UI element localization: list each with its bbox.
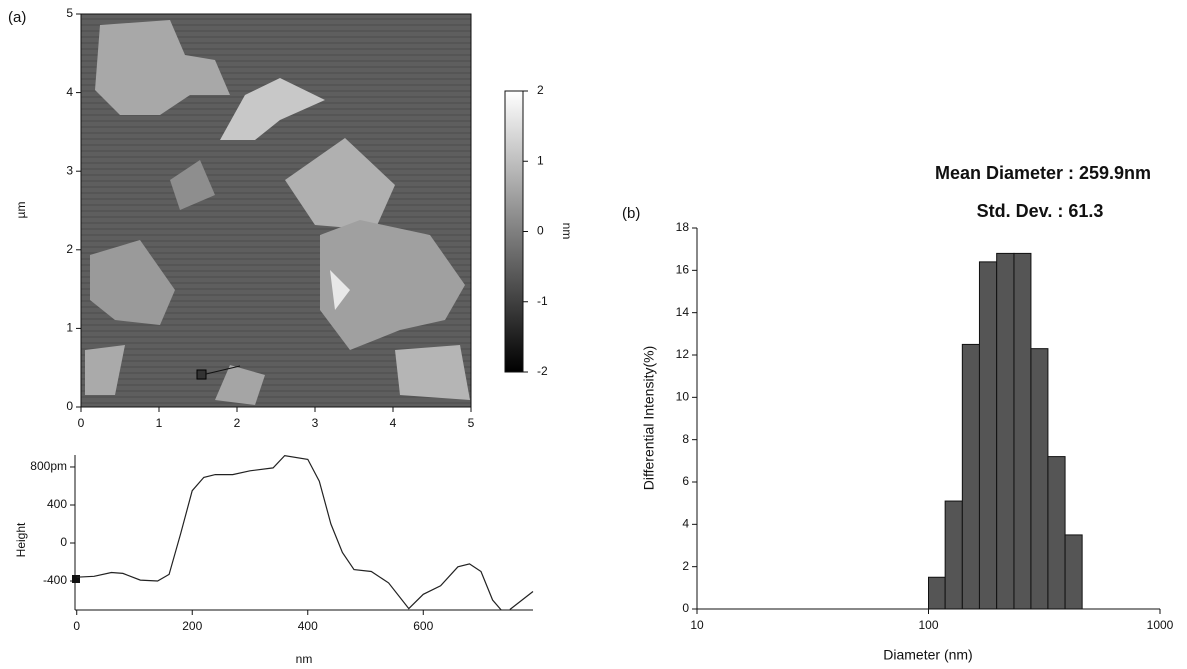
x-tick-label: 5 (468, 416, 475, 430)
y-tick-label: 16 (676, 263, 690, 277)
x-tick-label: 4 (390, 416, 397, 430)
bar (1030, 348, 1049, 610)
bar (928, 576, 946, 610)
y-tick-label: 6 (682, 474, 689, 488)
y-tick-label: 1 (537, 153, 544, 167)
colorbar (504, 90, 524, 373)
x-tick-label: 1 (156, 416, 163, 430)
x-tick-label: 600 (413, 619, 433, 633)
x-tick-label: 0 (73, 619, 80, 633)
bar (944, 500, 963, 610)
y-tick-label: 2 (66, 242, 73, 256)
colorbar-label: nm (560, 223, 574, 240)
x-tick-label: 1000 (1147, 618, 1174, 632)
y-tick-label: 1 (66, 321, 73, 335)
y-tick-label: 10 (676, 390, 690, 404)
y-axis-label: Differential Intensity(%) (641, 346, 657, 490)
bar (1064, 534, 1083, 610)
panel-label: (b) (622, 205, 640, 222)
y-tick-label: -1 (537, 294, 548, 308)
y-tick-label: 0 (66, 399, 73, 413)
x-tick-label: 2 (234, 416, 241, 430)
x-axis-label: nm (296, 652, 313, 666)
y-tick-label: 0 (60, 535, 67, 549)
y-tick-label: 800pm (30, 459, 67, 473)
bar (961, 343, 980, 610)
y-tick-label: 5 (66, 6, 73, 20)
y-tick-label: -400 (43, 573, 67, 587)
afm-image (80, 13, 472, 408)
x-tick-label: 400 (298, 619, 318, 633)
chart-title: Mean Diameter : 259.9nm (935, 163, 1151, 183)
bar (978, 261, 998, 610)
y-tick-label: 12 (676, 347, 690, 361)
x-tick-label: 3 (312, 416, 319, 430)
x-axis-label: Diameter (nm) (883, 647, 972, 663)
panel-label: (a) (8, 9, 26, 26)
y-tick-label: 2 (537, 83, 544, 97)
chart-subtitle: Std. Dev. : 61.3 (977, 201, 1104, 221)
bar (996, 252, 1015, 610)
x-tick-label: 100 (918, 618, 938, 632)
y-tick-label: 18 (676, 220, 690, 234)
x-tick-label: 200 (182, 619, 202, 633)
profile-line (76, 454, 534, 611)
y-axis-label: µm (14, 202, 28, 219)
y-tick-label: 8 (682, 432, 689, 446)
x-tick-label: 10 (690, 618, 704, 632)
y-tick-label: 400 (47, 497, 67, 511)
x-tick-label: 0 (78, 416, 85, 430)
bar (1013, 252, 1032, 610)
bar (1047, 456, 1066, 610)
y-axis-label: Height (14, 522, 28, 557)
y-tick-label: 14 (676, 305, 690, 319)
y-tick-label: 0 (537, 224, 544, 238)
y-tick-label: -2 (537, 364, 548, 378)
profile-marker (72, 575, 80, 583)
y-tick-label: 4 (66, 85, 73, 99)
y-tick-label: 2 (682, 559, 689, 573)
y-tick-label: 4 (682, 517, 689, 531)
y-tick-label: 0 (682, 601, 689, 615)
y-tick-label: 3 (66, 163, 73, 177)
